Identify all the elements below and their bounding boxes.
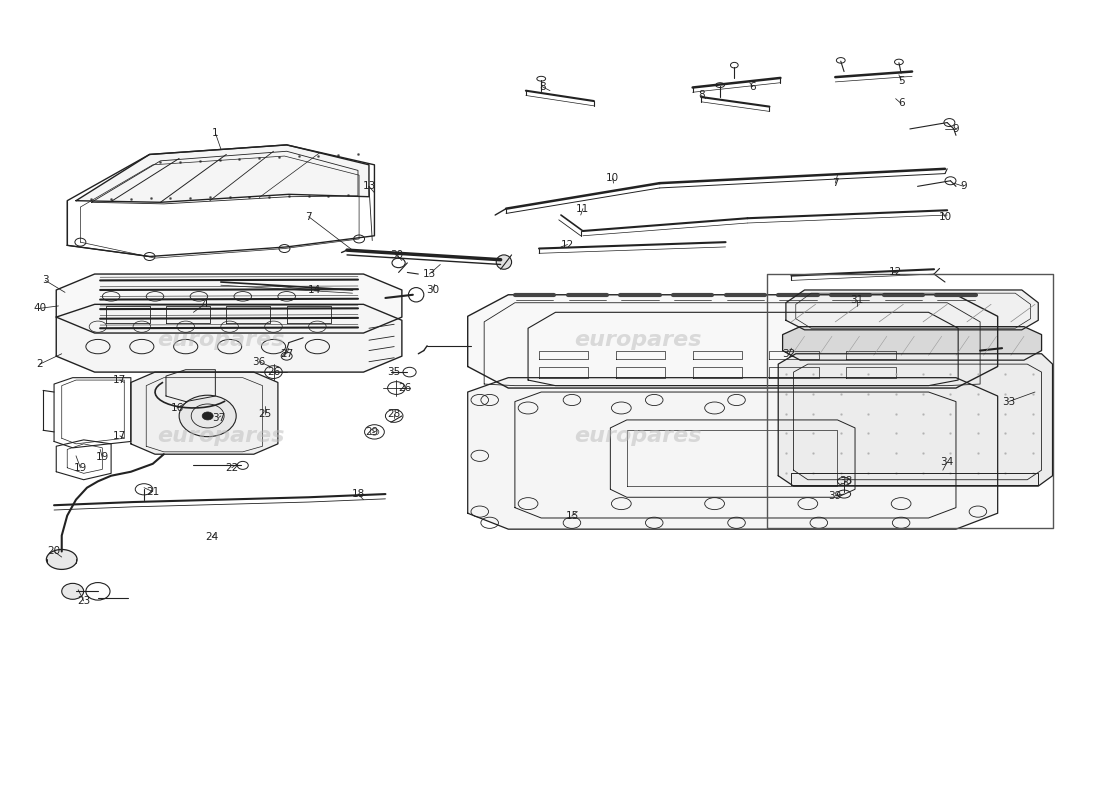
Text: 23: 23 xyxy=(77,596,90,606)
Text: 38: 38 xyxy=(839,476,853,486)
Text: 14: 14 xyxy=(308,285,321,295)
Text: 5: 5 xyxy=(898,76,904,86)
Text: europares: europares xyxy=(574,330,702,350)
Text: 6: 6 xyxy=(898,98,904,109)
Text: 15: 15 xyxy=(565,510,579,521)
Text: 7: 7 xyxy=(832,178,838,188)
Text: europares: europares xyxy=(157,426,285,446)
Polygon shape xyxy=(76,145,368,202)
Polygon shape xyxy=(468,378,998,529)
Text: 18: 18 xyxy=(351,489,364,499)
Polygon shape xyxy=(778,354,1053,486)
Text: 3: 3 xyxy=(42,275,48,286)
Ellipse shape xyxy=(202,412,213,420)
Text: 24: 24 xyxy=(206,532,219,542)
Text: 32: 32 xyxy=(782,349,795,358)
Text: 10: 10 xyxy=(938,212,952,222)
Text: 35: 35 xyxy=(387,367,400,377)
Text: 31: 31 xyxy=(850,295,864,306)
Text: 34: 34 xyxy=(940,457,954,467)
Text: 12: 12 xyxy=(561,239,574,250)
Polygon shape xyxy=(785,290,1038,330)
Text: 26: 26 xyxy=(267,367,280,377)
Text: 33: 33 xyxy=(1002,397,1015,406)
Text: 13: 13 xyxy=(362,182,375,191)
Text: 29: 29 xyxy=(365,427,378,437)
Text: 11: 11 xyxy=(576,204,590,214)
Text: 17: 17 xyxy=(113,375,127,385)
Text: europares: europares xyxy=(574,426,702,446)
Text: 16: 16 xyxy=(170,403,184,413)
Text: 21: 21 xyxy=(146,486,160,497)
Text: 12: 12 xyxy=(889,267,902,278)
Ellipse shape xyxy=(46,550,77,570)
Text: 26: 26 xyxy=(398,383,411,393)
Polygon shape xyxy=(131,372,278,454)
Text: 25: 25 xyxy=(258,410,272,419)
Text: 36: 36 xyxy=(253,357,266,366)
Text: 9: 9 xyxy=(960,182,967,191)
Text: 28: 28 xyxy=(387,410,400,419)
Ellipse shape xyxy=(179,395,236,437)
Text: 1: 1 xyxy=(212,128,219,138)
Text: 19: 19 xyxy=(74,462,87,473)
Text: 4: 4 xyxy=(201,299,208,310)
Text: 30: 30 xyxy=(389,250,403,260)
Text: 17: 17 xyxy=(113,431,127,441)
Text: 39: 39 xyxy=(828,490,842,501)
Polygon shape xyxy=(782,326,1042,360)
Text: 8: 8 xyxy=(539,82,546,92)
Polygon shape xyxy=(56,274,402,333)
Text: 8: 8 xyxy=(698,90,705,101)
Polygon shape xyxy=(468,294,998,388)
Text: 10: 10 xyxy=(606,174,619,183)
Text: 40: 40 xyxy=(33,303,46,314)
Text: 19: 19 xyxy=(96,452,109,462)
Text: 13: 13 xyxy=(422,269,436,279)
Text: 6: 6 xyxy=(750,82,757,92)
Text: 7: 7 xyxy=(306,212,312,222)
Text: 9: 9 xyxy=(953,124,959,134)
Text: 30: 30 xyxy=(426,285,439,295)
Text: 37: 37 xyxy=(212,413,226,422)
Text: europares: europares xyxy=(157,330,285,350)
Text: 22: 22 xyxy=(226,462,239,473)
Text: 2: 2 xyxy=(36,359,43,369)
Text: 20: 20 xyxy=(47,546,60,557)
Text: 27: 27 xyxy=(280,349,294,358)
Ellipse shape xyxy=(496,255,512,270)
Ellipse shape xyxy=(62,583,84,599)
Polygon shape xyxy=(56,304,402,372)
